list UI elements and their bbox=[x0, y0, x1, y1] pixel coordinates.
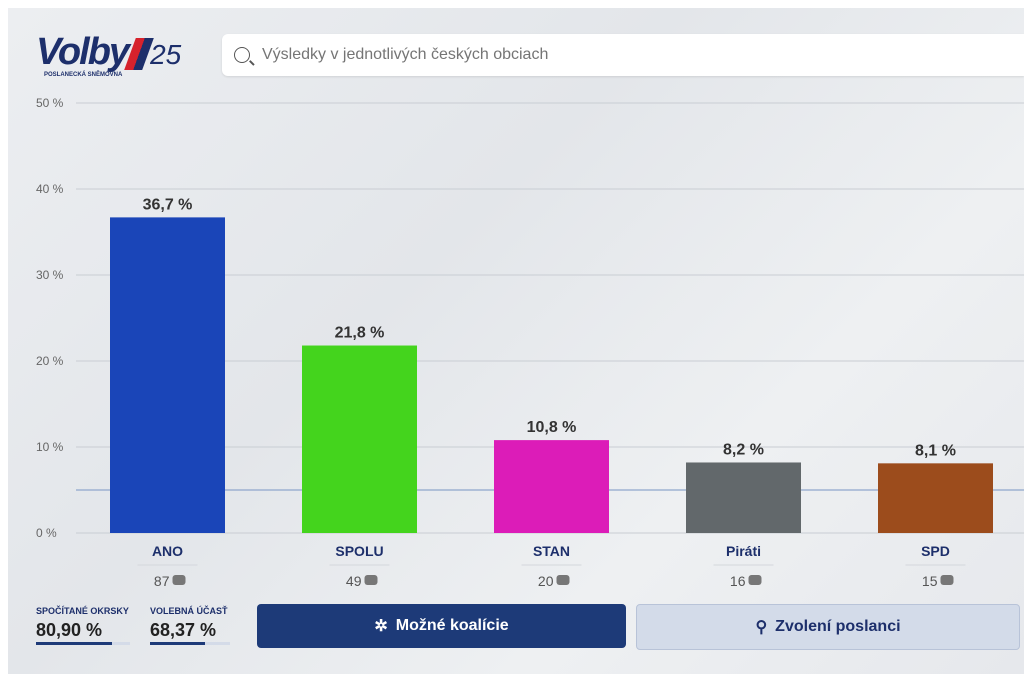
bar-piráti[interactable] bbox=[686, 462, 801, 533]
y-tick-label: 50 % bbox=[36, 96, 64, 110]
seats-count: 16 bbox=[730, 573, 746, 589]
x-tick-label: ANO bbox=[152, 543, 183, 559]
progress-bar bbox=[150, 642, 230, 645]
logo-text: Volby bbox=[36, 31, 130, 73]
mps-label: Zvolení poslanci bbox=[775, 618, 901, 635]
seat-icon bbox=[940, 575, 954, 585]
search-icon bbox=[234, 47, 250, 63]
people-icon: ✲ bbox=[374, 618, 388, 635]
coalitions-button[interactable]: ✲ Možné koalície bbox=[257, 604, 626, 648]
data-label: 8,1 % bbox=[915, 442, 956, 459]
logo-subtitle: POSLANECKÁ SNĚMOVNA bbox=[44, 72, 123, 78]
logo[interactable]: Volby 25 POSLANECKÁ SNĚMOVNA bbox=[36, 31, 182, 79]
seat-icon bbox=[364, 575, 378, 585]
data-label: 36,7 % bbox=[143, 196, 193, 213]
seats-count: 49 bbox=[346, 573, 362, 589]
stat-value: 80,90 % bbox=[36, 620, 103, 640]
y-tick-label: 0 % bbox=[36, 526, 57, 540]
bar-ano[interactable] bbox=[110, 217, 225, 533]
bar-stan[interactable] bbox=[494, 440, 609, 533]
search-bar[interactable] bbox=[222, 34, 1024, 76]
progress-bar bbox=[36, 642, 130, 645]
stat-label: SPOČÍTANÉ OKRSKY bbox=[36, 606, 129, 616]
seat-icon bbox=[748, 575, 762, 585]
coalitions-label: Možné koalície bbox=[395, 617, 509, 634]
seat-icon bbox=[556, 575, 570, 585]
seat-icon bbox=[172, 575, 186, 585]
y-tick-label: 40 % bbox=[36, 182, 64, 196]
turnout-stat: VOLEBNÁ ÚČASŤ 68,37 % bbox=[150, 606, 230, 645]
data-label: 8,2 % bbox=[723, 441, 764, 458]
bar-spd[interactable] bbox=[878, 463, 993, 533]
x-tick-label: SPOLU bbox=[335, 543, 383, 559]
logo-row: Volby 25 bbox=[36, 31, 182, 73]
logo-number: 25 bbox=[150, 39, 182, 70]
data-label: 21,8 % bbox=[335, 325, 385, 342]
x-tick-label: STAN bbox=[533, 543, 570, 559]
x-tick-label: SPD bbox=[921, 543, 950, 559]
counted-districts-stat: SPOČÍTANÉ OKRSKY 80,90 % bbox=[36, 606, 130, 645]
seats-count: 20 bbox=[538, 573, 554, 589]
search-input[interactable] bbox=[260, 45, 964, 65]
elected-mps-button[interactable]: ⚲ Zvolení poslanci bbox=[636, 604, 1020, 650]
seats-count: 15 bbox=[922, 573, 938, 589]
stat-label: VOLEBNÁ ÚČASŤ bbox=[150, 606, 228, 616]
bar-spolu[interactable] bbox=[302, 345, 417, 533]
data-label: 10,8 % bbox=[527, 419, 577, 436]
stat-value: 68,37 % bbox=[150, 620, 217, 640]
seats-count: 87 bbox=[154, 573, 170, 589]
y-tick-label: 10 % bbox=[36, 440, 64, 454]
x-tick-label: Piráti bbox=[726, 543, 761, 559]
bar-chart: 0 % 10 % 20 % 30 % 40 % 50 % 36,7 % ANO 87 21,8 %… bbox=[36, 96, 1024, 589]
y-tick-label: 30 % bbox=[36, 268, 64, 282]
y-tick-label: 20 % bbox=[36, 354, 64, 368]
person-search-icon: ⚲ bbox=[755, 619, 768, 636]
